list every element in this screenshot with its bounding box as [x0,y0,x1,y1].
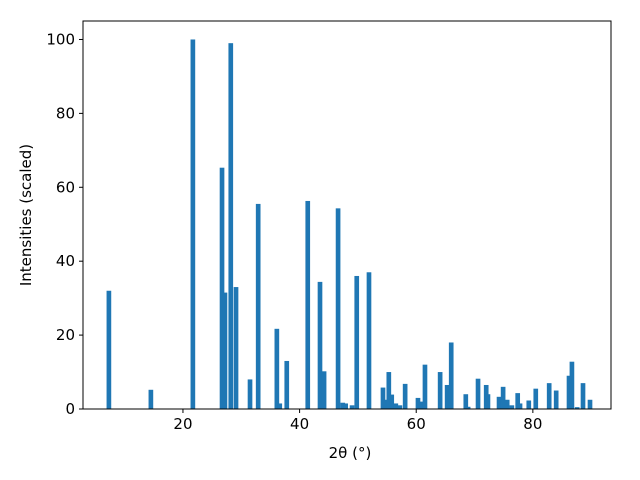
bar [419,401,425,409]
bar [389,394,395,409]
bar [222,292,228,409]
bar [228,43,234,410]
bar [415,397,421,409]
bar [509,405,515,409]
bar [274,328,280,409]
x-tick-label: 20 [173,415,192,433]
bar [148,389,154,409]
y-axis-label: Intensities (scaled) [17,144,35,286]
y-tick-label: 40 [56,252,75,270]
y-tick-label: 20 [56,326,75,344]
bar [463,394,469,409]
bar [284,360,290,409]
bar [422,364,428,409]
bar [277,403,283,409]
bar [553,390,559,409]
bar [526,400,532,409]
bar [448,342,454,409]
bar [580,383,586,409]
y-tick-label: 60 [56,178,75,196]
bar [397,405,403,409]
bar [106,290,112,409]
bar [485,394,491,409]
x-tick-label: 40 [290,415,309,433]
bar [393,403,399,409]
x-tick-label: 80 [523,415,542,433]
bar [500,386,506,409]
bar [343,403,348,409]
bar [219,167,225,409]
x-tick-label: 60 [407,415,426,433]
bar [402,383,408,409]
bar [496,396,502,409]
bar [533,388,539,409]
bar [380,387,386,409]
bar [437,372,443,409]
bar [569,361,575,409]
bar [517,403,523,409]
plot-frame [82,20,612,410]
y-tick-label: 100 [46,30,75,48]
bar [546,383,552,409]
bar [444,384,450,409]
bar [475,378,481,409]
bar [465,406,471,409]
bar [366,272,372,409]
bar [587,399,593,409]
bar [515,393,521,409]
bar [190,39,196,409]
y-tick-label: 0 [65,400,75,418]
bar [305,200,311,409]
bar [233,287,239,409]
bar [386,372,392,409]
y-tick-label: 80 [56,104,75,122]
bar [317,281,323,409]
bar [349,405,355,409]
bar [566,375,572,409]
bar [255,203,261,409]
x-axis-label: 2θ (°) [329,444,372,462]
bar [340,402,346,409]
bar [321,371,327,409]
bar [247,379,253,409]
bar [354,275,360,409]
bar [504,399,510,409]
bar [574,407,580,409]
bar [335,208,341,409]
